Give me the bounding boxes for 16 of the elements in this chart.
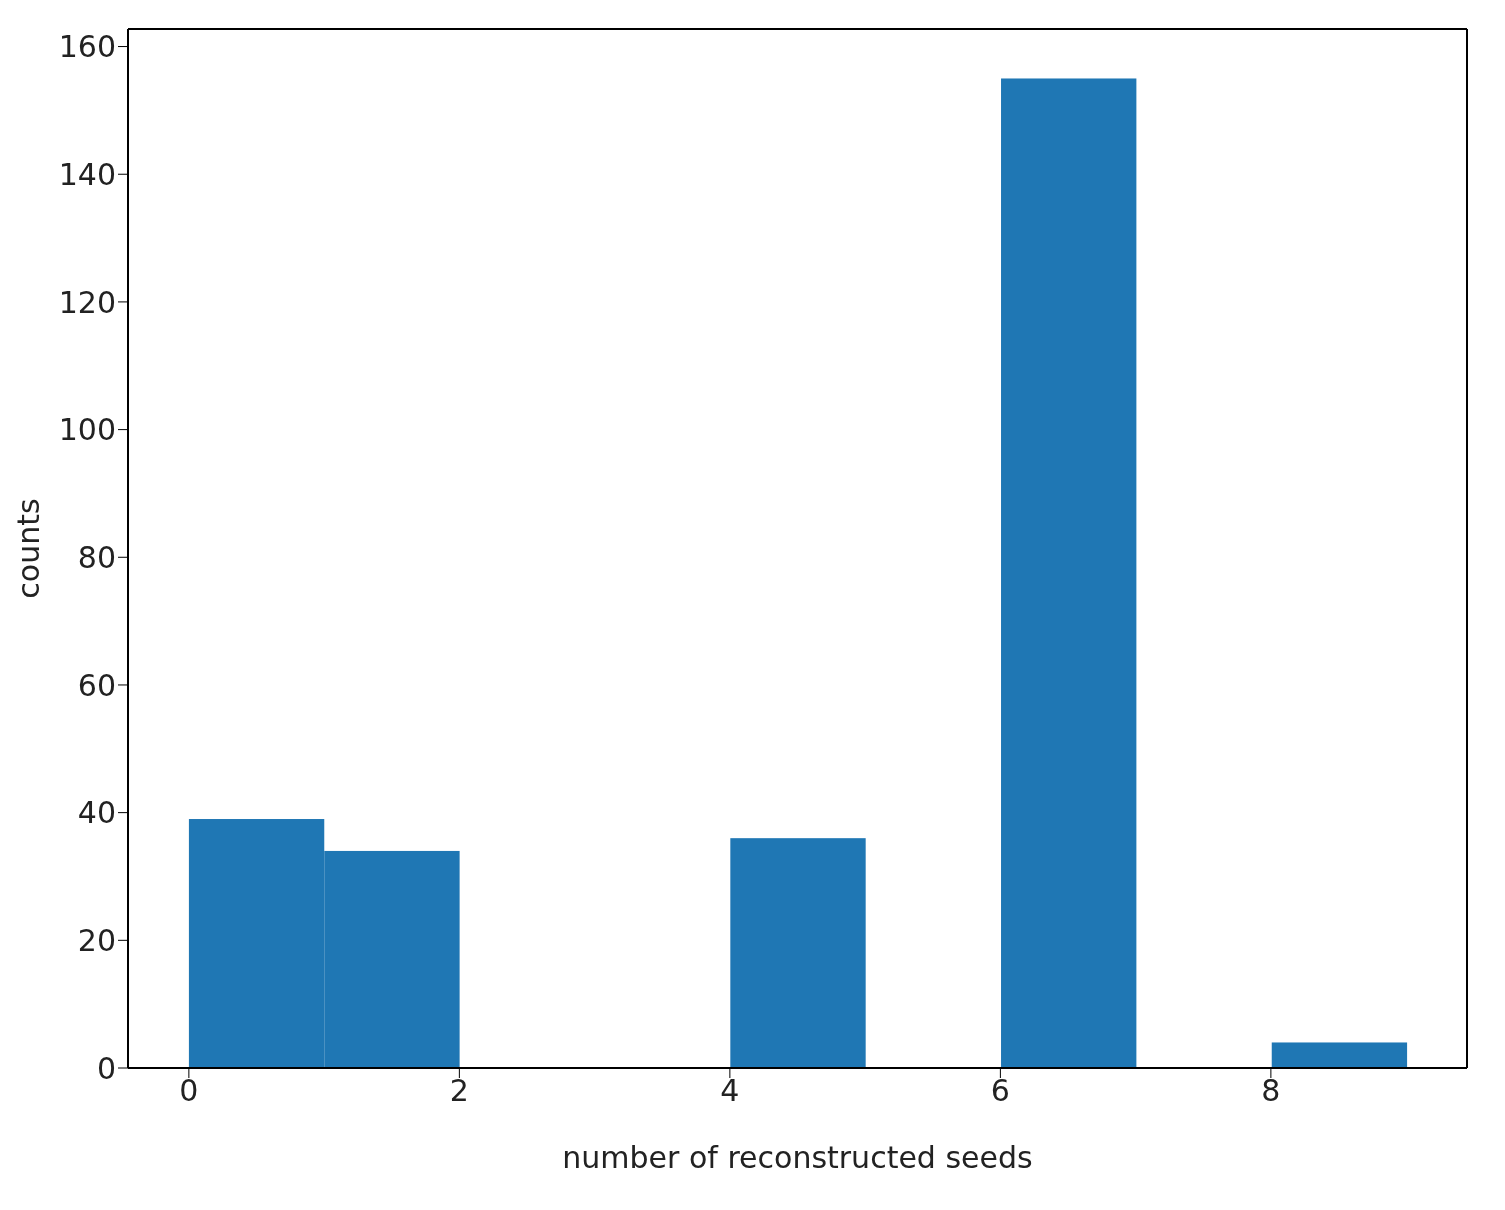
- x-tick-label: 2: [449, 1073, 469, 1109]
- x-axis-title: number of reconstructed seeds: [562, 1140, 1033, 1175]
- y-tick-label: 60: [77, 667, 116, 703]
- y-tick-label: 40: [77, 795, 116, 831]
- x-tick-label: 8: [1261, 1073, 1281, 1109]
- y-tick-label: 140: [58, 156, 116, 192]
- y-axis-title: counts: [10, 498, 46, 599]
- x-tick-label: 6: [990, 1073, 1010, 1109]
- y-tick-label: 100: [58, 412, 116, 448]
- y-tick-label: 80: [77, 539, 116, 575]
- x-tick-label: 4: [720, 1073, 740, 1109]
- y-tick-label: 120: [58, 284, 116, 320]
- y-tick-label: 20: [77, 922, 116, 958]
- x-tick-label: 0: [179, 1073, 199, 1109]
- y-tick-label: 160: [58, 29, 116, 65]
- y-tick-label: 0: [96, 1050, 116, 1086]
